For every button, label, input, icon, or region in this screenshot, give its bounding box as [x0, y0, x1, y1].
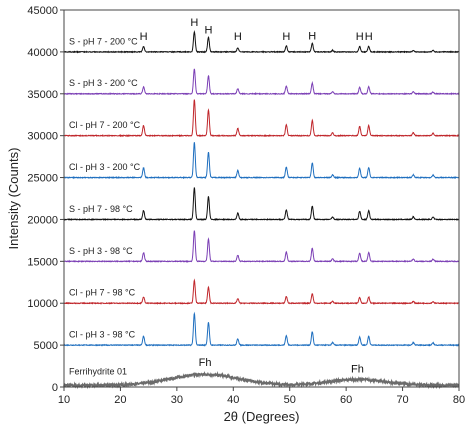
series-line — [63, 230, 460, 263]
y-tick-label: 5000 — [34, 340, 58, 352]
y-axis-ticks: 0 5000 10000 15000 20000 25000 30000 35000 40000… — [27, 5, 64, 394]
y-axis-label: Intensity (Counts) — [6, 148, 21, 250]
y-tick-label: 35000 — [27, 89, 58, 101]
plot-area — [63, 30, 460, 390]
series-line — [63, 99, 460, 138]
y-tick-label: 25000 — [27, 173, 58, 185]
x-tick-label: 10 — [58, 394, 70, 406]
series-label: Ferrihydrite 01 — [69, 366, 127, 376]
ferrihydrite-annotation: Fh — [199, 357, 212, 369]
y-tick-label: 45000 — [27, 5, 58, 17]
series-line — [63, 68, 460, 96]
series-label: Cl - pH 7 - 200 °C — [69, 120, 141, 130]
x-tick-label: 50 — [284, 394, 296, 406]
x-tick-label: 30 — [171, 394, 183, 406]
series-label: S - pH 3 - 200 °C — [69, 78, 138, 88]
series-line — [63, 30, 460, 54]
series-label: S - pH 7 - 200 °C — [69, 36, 138, 46]
x-tick-label: 40 — [227, 394, 239, 406]
series-label: Cl - pH 3 - 200 °C — [69, 162, 141, 172]
hematite-peak-label: H — [308, 30, 316, 42]
y-tick-label: 10000 — [27, 298, 58, 310]
series-label: Cl - pH 7 - 98 °C — [69, 288, 136, 298]
series-label: S - pH 3 - 98 °C — [69, 246, 133, 256]
y-tick-label: 0 — [52, 382, 58, 394]
series-line — [63, 187, 460, 222]
ferrihydrite-annotation: Fh — [351, 364, 364, 376]
series-line — [63, 142, 460, 180]
series-line — [63, 371, 460, 390]
x-tick-label: 70 — [396, 394, 408, 406]
hematite-peak-label: H — [234, 31, 242, 43]
hematite-peak-label: H — [356, 31, 364, 43]
hematite-peak-label: H — [140, 31, 148, 43]
x-tick-label: 80 — [453, 394, 465, 406]
hematite-peak-label: H — [190, 17, 198, 29]
x-axis-ticks: 10 20 30 40 50 60 70 80 — [58, 387, 465, 406]
x-axis-label: 2θ (Degrees) — [224, 409, 300, 424]
hematite-peak-label: H — [204, 24, 212, 36]
series-line — [63, 311, 460, 347]
y-tick-label: 30000 — [27, 131, 58, 143]
hematite-peak-label: H — [365, 31, 373, 43]
plot-frame — [63, 9, 460, 388]
series-line — [63, 278, 460, 305]
y-tick-label: 20000 — [27, 214, 58, 226]
series-label: Cl - pH 3 - 98 °C — [69, 330, 136, 340]
y-tick-label: 15000 — [27, 256, 58, 268]
x-tick-label: 20 — [114, 394, 126, 406]
series-labels: Ferrihydrite 01 Cl - pH 3 - 98 °C Cl - pH … — [69, 36, 141, 376]
y-tick-label: 40000 — [27, 47, 58, 59]
x-tick-label: 60 — [340, 394, 352, 406]
hematite-peak-label: H — [282, 31, 290, 43]
series-label: S - pH 7 - 98 °C — [69, 204, 133, 214]
